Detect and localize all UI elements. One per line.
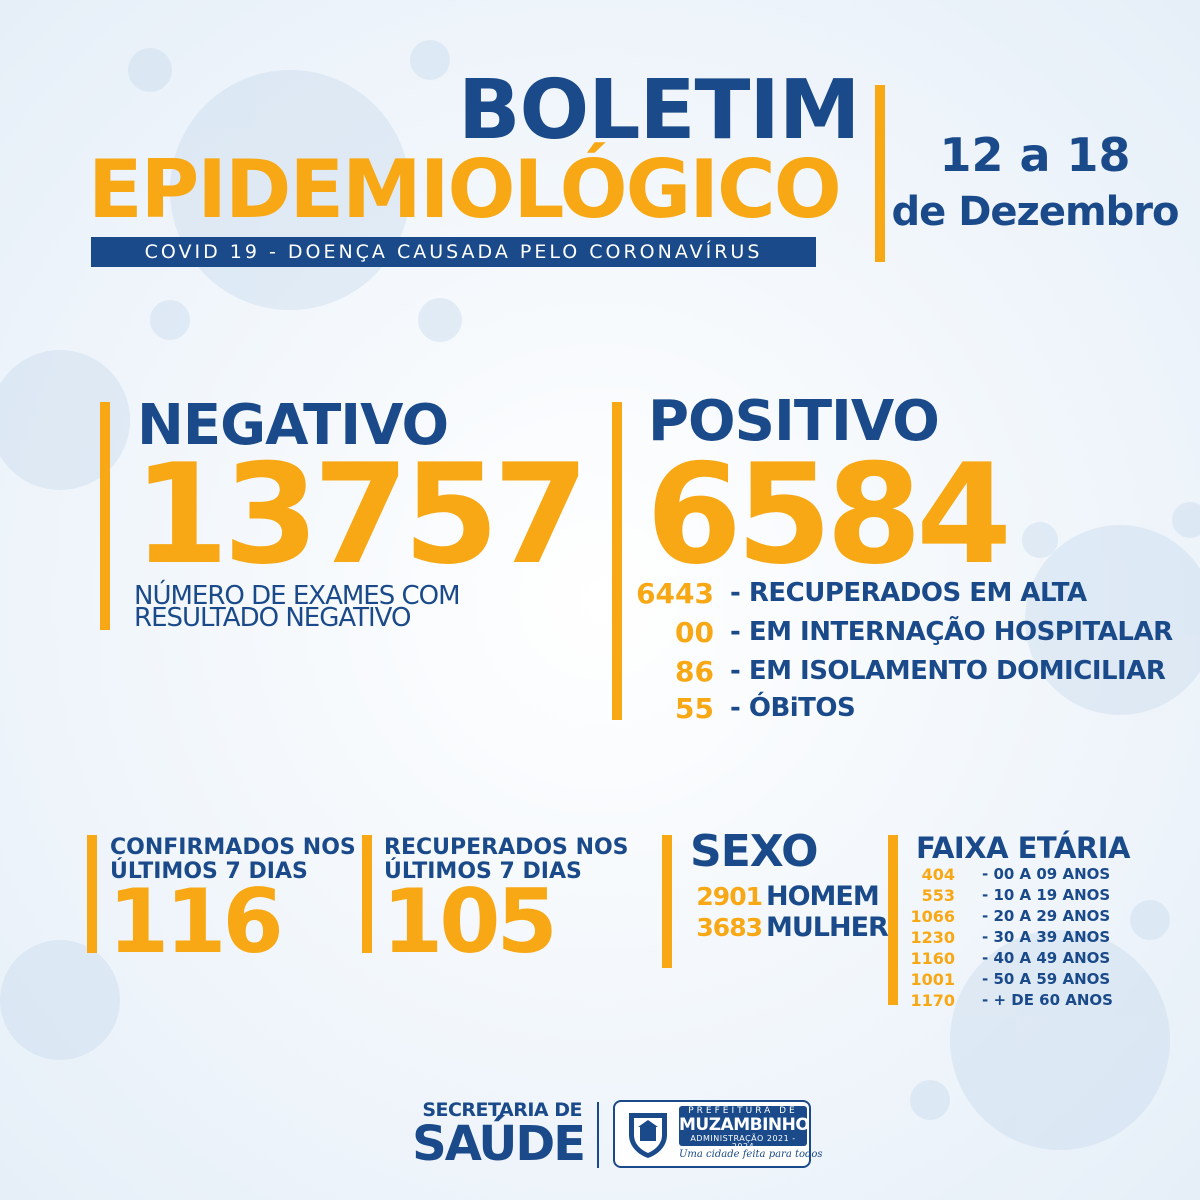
coat-of-arms-icon (629, 1113, 667, 1158)
age-count-50-59: 1001 (910, 970, 955, 989)
age-count-0-9: 404 (921, 865, 955, 884)
recovered-discharged-label: - RECUPERADOS EM ALTA (730, 578, 1087, 608)
footer-saude: SAÚDE (412, 1116, 586, 1172)
female-count: 3683 (696, 913, 763, 942)
footer-divider (597, 1102, 599, 1168)
footer-secretaria: SECRETARIA DE (422, 1099, 582, 1121)
age-label-0-9: - 00 A 09 ANOS (982, 865, 1111, 883)
deaths-count: 55 (675, 692, 714, 725)
age-label-10-19: - 10 A 19 ANOS (982, 886, 1111, 904)
home-isolation-count: 86 (675, 655, 714, 688)
recovered7-heading-line2: ÚLTIMOS 7 DIAS (384, 859, 582, 884)
title-boletim: BOLETIM (458, 63, 861, 158)
home-isolation-label: - EM ISOLAMENTO DOMICILIAR (730, 656, 1166, 686)
prefeitura-admin: ADMINISTRAÇÃO 2021 - 2024 (690, 1134, 796, 1151)
female-label: MULHER (766, 912, 889, 943)
recovered7-heading-line1: RECUPERADOS NOS (384, 835, 629, 860)
prefeitura-logo: PREFEITURA DE MUZAMBINHO ADMINISTRAÇÃO 2… (613, 1100, 823, 1168)
header-divider-bar (875, 85, 885, 262)
negative-desc-line2: RESULTADO NEGATIVO (134, 603, 411, 633)
prefeitura-slogan: Uma cidade feita para todos (679, 1149, 823, 1160)
age-count-40-49: 1160 (910, 949, 955, 968)
hospitalized-label: - EM INTERNAÇÃO HOSPITALAR (730, 617, 1173, 647)
age-count-30-39: 1230 (910, 928, 955, 947)
deaths-label: - ÓBiTOS (730, 693, 856, 723)
male-label: HOMEM (766, 881, 880, 912)
age-label-60-plus: - + DE 60 ANOS (982, 991, 1113, 1009)
recovered-discharged-count: 6443 (636, 577, 714, 610)
positive-count: 6584 (646, 434, 1012, 595)
date-range-line2: de Dezembro (891, 189, 1180, 235)
age-count-10-19: 553 (921, 886, 955, 905)
age-label-20-29: - 20 A 29 ANOS (982, 907, 1111, 925)
negative-desc-line1: NÚMERO DE EXAMES COM (134, 581, 461, 611)
age-label-30-39: - 30 A 39 ANOS (982, 928, 1111, 946)
positive-heading: POSITIVO (648, 389, 940, 454)
negative-count: 13757 (133, 434, 589, 595)
prefeitura-name: MUZAMBINHO (679, 1115, 810, 1135)
prefeitura-small-label: PREFEITURA DE (688, 1106, 798, 1116)
age-label-40-49: - 40 A 49 ANOS (982, 949, 1111, 967)
age-count-60-plus: 1170 (910, 991, 955, 1010)
positive-accent-bar (612, 402, 622, 720)
date-range-line1: 12 a 18 (939, 128, 1131, 182)
recovered7-accent-bar (362, 835, 372, 953)
prefeitura-name-panel (679, 1106, 807, 1146)
sex-accent-bar (662, 835, 672, 968)
title-epidemiologico: EPIDEMIOLÓGICO (88, 143, 842, 236)
negative-heading: NEGATIVO (137, 393, 449, 458)
age-label-50-59: - 50 A 59 ANOS (982, 970, 1111, 988)
confirmed7-count: 116 (108, 870, 284, 973)
sex-heading: SEXO (690, 826, 819, 877)
recovered7-count: 105 (382, 870, 558, 973)
age-heading: FAIXA ETÁRIA (916, 831, 1130, 865)
negative-accent-bar (100, 402, 110, 630)
confirmed7-heading-line2: ÚLTIMOS 7 DIAS (110, 859, 308, 884)
confirmed7-heading-line1: CONFIRMADOS NOS (110, 835, 356, 860)
subtitle-banner: COVID 19 - DOENÇA CAUSADA PELO CORONAVÍR… (91, 237, 816, 267)
age-count-20-29: 1066 (910, 907, 955, 926)
hospitalized-count: 00 (675, 616, 714, 649)
age-accent-bar (888, 835, 898, 1005)
confirmed7-accent-bar (87, 835, 97, 953)
male-count: 2901 (696, 882, 763, 911)
